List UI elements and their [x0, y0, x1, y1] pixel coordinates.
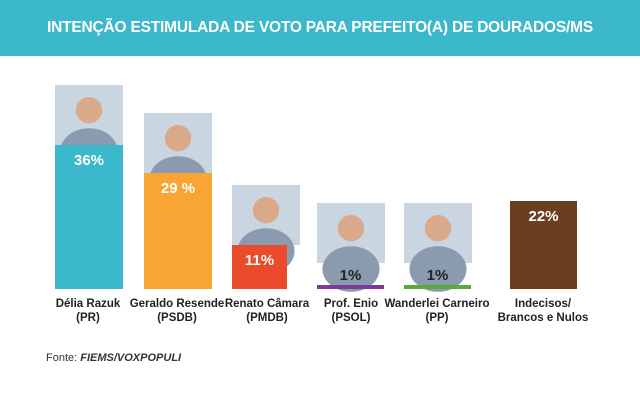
bar-3	[317, 285, 384, 289]
candidate-party: (PP)	[425, 312, 449, 324]
chart-title: INTENÇÃO ESTIMULADA DE VOTO PARA PREFEIT…	[47, 19, 593, 36]
photo-prof-enio	[317, 203, 385, 292]
candidate-party: (PSOL)	[331, 312, 371, 324]
data-label-2: 11%	[245, 252, 274, 269]
candidate-label-renato: Renato Câmara (PMDB)	[212, 297, 322, 325]
candidate-name: Wanderlei Carneiro	[384, 298, 490, 310]
candidate-label-wanderlei: Wanderlei Carneiro (PP)	[382, 297, 492, 325]
source-prefix: Fonte:	[46, 352, 78, 364]
bar-5	[510, 201, 577, 289]
candidate-label-enio: Prof. Enio (PSOL)	[296, 297, 406, 325]
data-label-1: 29 %	[161, 180, 195, 197]
bar-2	[232, 245, 287, 289]
title-bar	[0, 0, 640, 56]
candidate-label-indecisos: Indecisos/ Brancos e Nulos	[488, 297, 598, 325]
candidate-party: (PMDB)	[246, 312, 288, 324]
candidate-party: (PR)	[76, 312, 100, 324]
candidate-party: (PSDB)	[157, 312, 197, 324]
candidate-party: Brancos e Nulos	[497, 312, 589, 324]
candidate-name: Geraldo Resende	[129, 298, 225, 310]
candidate-name: Prof. Enio	[323, 298, 379, 310]
bar-0	[55, 145, 123, 289]
bar-1	[144, 173, 212, 289]
candidate-name: Indecisos/	[514, 298, 572, 310]
bar-4	[404, 285, 471, 289]
candidate-label-geraldo: Geraldo Resende (PSDB)	[122, 297, 232, 325]
candidate-label-delia: Délia Razuk (PR)	[33, 297, 143, 325]
data-label-4: 1%	[427, 267, 449, 284]
source-name: FIEMS/VOXPOPULI	[80, 352, 182, 364]
data-label-3: 1%	[340, 267, 362, 284]
candidate-name: Délia Razuk	[55, 298, 121, 310]
data-label-5: 22%	[528, 208, 558, 225]
source-note: Fonte: FIEMS/VOXPOPULI	[46, 352, 181, 364]
candidate-name: Renato Câmara	[224, 298, 310, 310]
data-label-0: 36%	[74, 152, 104, 169]
photo-wanderlei-carneiro	[404, 203, 472, 292]
